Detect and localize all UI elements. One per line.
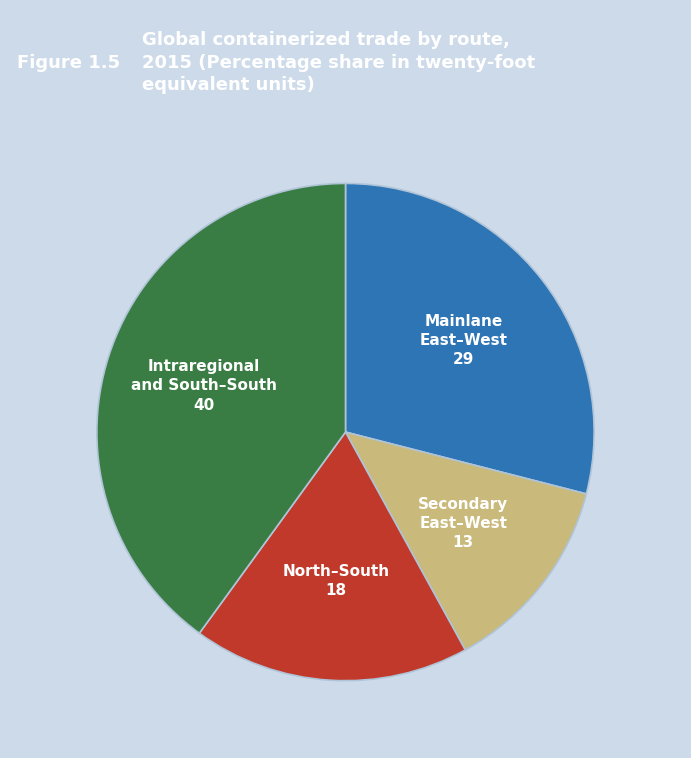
Text: Figure 1.5: Figure 1.5	[17, 54, 120, 71]
Text: Secondary
East–West
13: Secondary East–West 13	[418, 496, 509, 550]
Wedge shape	[97, 183, 346, 633]
Wedge shape	[200, 432, 465, 681]
Text: Intraregional
and South–South
40: Intraregional and South–South 40	[131, 359, 276, 412]
Wedge shape	[346, 432, 586, 650]
Text: Global containerized trade by route,
2015 (Percentage share in twenty-foot
equiv: Global containerized trade by route, 201…	[142, 30, 535, 95]
Wedge shape	[346, 183, 594, 494]
Text: North–South
18: North–South 18	[283, 564, 390, 598]
Text: Mainlane
East–West
29: Mainlane East–West 29	[419, 314, 507, 368]
